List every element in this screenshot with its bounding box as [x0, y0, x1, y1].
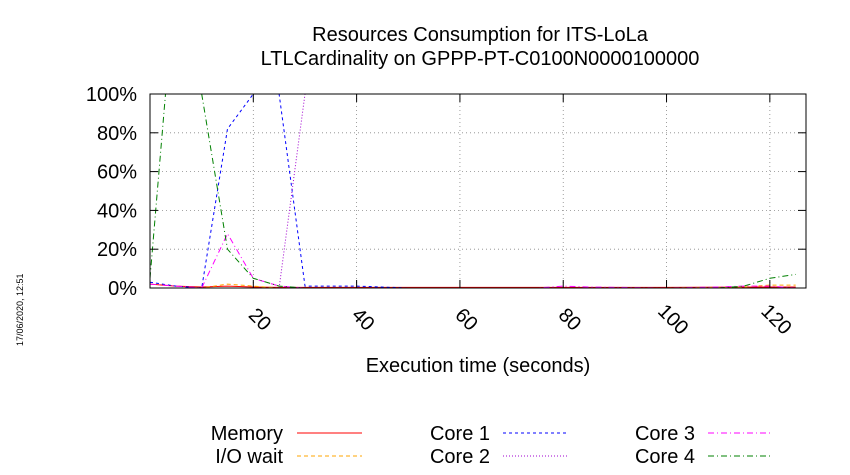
plot-frame: [149, 93, 807, 289]
series-line-memory: [149, 283, 796, 288]
y-tick-label: 40%: [97, 200, 137, 222]
series-line-core-1: [149, 93, 796, 289]
y-tick-label: 0%: [108, 278, 137, 300]
chart-title: Resources Consumption for ITS-LoLa: [312, 24, 649, 46]
legend-label-core-2: Core 2: [430, 446, 490, 468]
y-tick-label: 80%: [97, 123, 137, 145]
x-tick-label: 80: [554, 304, 585, 335]
x-tick-label: 60: [451, 304, 482, 335]
x-axis-label: Execution time (seconds): [366, 355, 591, 377]
x-tick-label: 40: [347, 304, 378, 335]
x-tick-label: 100: [653, 300, 692, 339]
legend-label-i-o-wait: I/O wait: [215, 446, 283, 468]
legend-label-core-1: Core 1: [430, 423, 490, 445]
series-line-i-o-wait: [150, 283, 796, 289]
grid-lines: [150, 94, 806, 288]
y-tick-label: 60%: [97, 162, 137, 184]
series-line-core-4: [149, 93, 796, 289]
x-tick-label: 20: [244, 304, 275, 335]
timestamp-stamp: 17/06/2020, 12:51: [15, 273, 25, 346]
legend-label-core-4: Core 4: [635, 446, 695, 468]
series-line-core-2: [150, 93, 796, 289]
chart-subtitle: LTLCardinality on GPPP-PT-C0100N00001000…: [261, 48, 700, 70]
series-line-core-3: [149, 232, 796, 289]
y-tick-label: 20%: [97, 239, 137, 261]
legend-label-memory: Memory: [211, 423, 283, 445]
x-axis: 20 40 60 80 100 120: [244, 94, 796, 339]
x-tick-label: 120: [757, 300, 796, 339]
y-tick-label: 100%: [86, 84, 137, 106]
legend-label-core-3: Core 3: [635, 423, 695, 445]
y-axis: 0% 20% 40% 60% 80% 100%: [86, 84, 806, 300]
series-lines: [149, 93, 796, 289]
